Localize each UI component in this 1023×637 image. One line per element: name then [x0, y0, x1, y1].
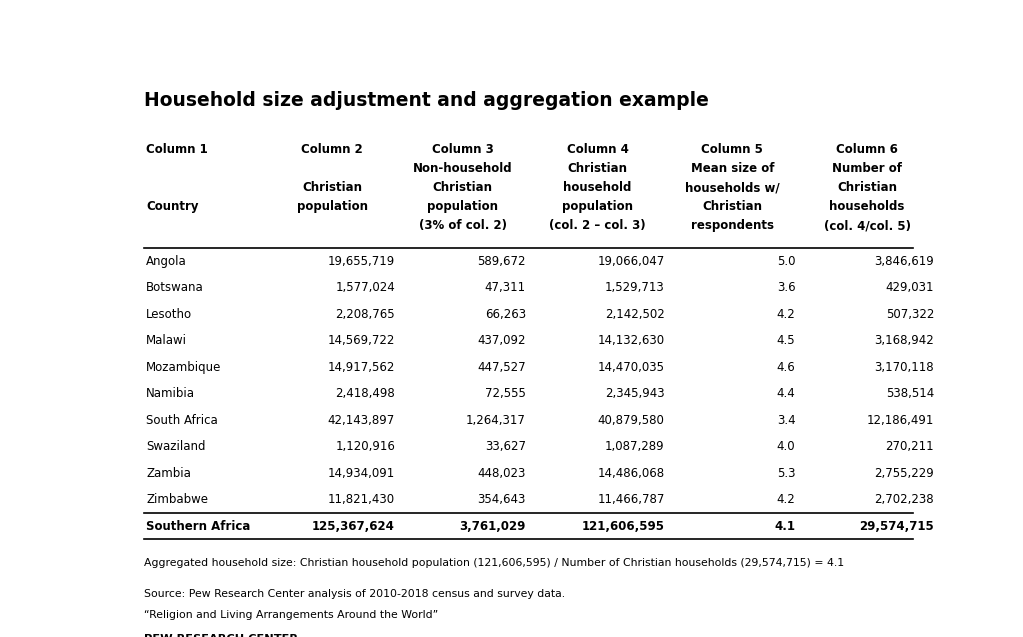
Text: 447,527: 447,527	[478, 361, 526, 374]
Text: 270,211: 270,211	[886, 440, 934, 454]
Text: 4.6: 4.6	[776, 361, 796, 374]
Text: Southern Africa: Southern Africa	[146, 520, 251, 533]
Text: Zambia: Zambia	[146, 467, 191, 480]
Text: 1,577,024: 1,577,024	[336, 282, 395, 294]
Text: Namibia: Namibia	[146, 387, 195, 400]
Text: 4.4: 4.4	[776, 387, 796, 400]
Text: Non-household: Non-household	[413, 162, 513, 175]
Text: 4.2: 4.2	[776, 493, 796, 506]
Text: Column 3: Column 3	[432, 143, 494, 155]
Text: Christian: Christian	[302, 181, 362, 194]
Text: Column 5: Column 5	[702, 143, 763, 155]
Text: 14,132,630: 14,132,630	[597, 334, 665, 347]
Text: Lesotho: Lesotho	[146, 308, 192, 321]
Text: 4.2: 4.2	[776, 308, 796, 321]
Text: 3.4: 3.4	[776, 414, 796, 427]
Text: Christian: Christian	[568, 162, 628, 175]
Text: 538,514: 538,514	[886, 387, 934, 400]
Text: Botswana: Botswana	[146, 282, 204, 294]
Text: 66,263: 66,263	[485, 308, 526, 321]
Text: 2,345,943: 2,345,943	[605, 387, 665, 400]
Text: Country: Country	[146, 200, 198, 213]
Text: Angola: Angola	[146, 255, 187, 268]
Text: 3,761,029: 3,761,029	[459, 520, 526, 533]
Text: 3,846,619: 3,846,619	[875, 255, 934, 268]
Text: Christian: Christian	[703, 200, 762, 213]
Text: 12,186,491: 12,186,491	[866, 414, 934, 427]
Text: respondents: respondents	[691, 219, 774, 233]
Text: household: household	[564, 181, 632, 194]
Text: Christian: Christian	[433, 181, 493, 194]
Text: Mozambique: Mozambique	[146, 361, 222, 374]
Text: population: population	[297, 200, 367, 213]
Text: 125,367,624: 125,367,624	[312, 520, 395, 533]
Text: Mean size of: Mean size of	[691, 162, 774, 175]
Text: households w/: households w/	[685, 181, 780, 194]
Text: 11,821,430: 11,821,430	[328, 493, 395, 506]
Text: 29,574,715: 29,574,715	[859, 520, 934, 533]
Text: 507,322: 507,322	[886, 308, 934, 321]
Text: 47,311: 47,311	[485, 282, 526, 294]
Text: 5.3: 5.3	[776, 467, 796, 480]
Text: 1,087,289: 1,087,289	[605, 440, 665, 454]
Text: (3% of col. 2): (3% of col. 2)	[418, 219, 506, 233]
Text: 3,168,942: 3,168,942	[875, 334, 934, 347]
Text: (col. 2 – col. 3): (col. 2 – col. 3)	[549, 219, 646, 233]
Text: Malawi: Malawi	[146, 334, 187, 347]
Text: 1,529,713: 1,529,713	[605, 282, 665, 294]
Text: 11,466,787: 11,466,787	[597, 493, 665, 506]
Text: 3.6: 3.6	[776, 282, 796, 294]
Text: 3,170,118: 3,170,118	[875, 361, 934, 374]
Text: 5.0: 5.0	[776, 255, 796, 268]
Text: 437,092: 437,092	[478, 334, 526, 347]
Text: Column 4: Column 4	[567, 143, 628, 155]
Text: (col. 4/col. 5): (col. 4/col. 5)	[824, 219, 910, 233]
Text: 14,470,035: 14,470,035	[597, 361, 665, 374]
Text: “Religion and Living Arrangements Around the World”: “Religion and Living Arrangements Around…	[143, 610, 438, 620]
Text: 2,702,238: 2,702,238	[875, 493, 934, 506]
Text: 1,120,916: 1,120,916	[336, 440, 395, 454]
Text: Column 2: Column 2	[301, 143, 363, 155]
Text: 4.0: 4.0	[776, 440, 796, 454]
Text: Swaziland: Swaziland	[146, 440, 206, 454]
Text: 429,031: 429,031	[886, 282, 934, 294]
Text: 14,569,722: 14,569,722	[327, 334, 395, 347]
Text: 14,917,562: 14,917,562	[327, 361, 395, 374]
Text: 121,606,595: 121,606,595	[582, 520, 665, 533]
Text: 40,879,580: 40,879,580	[597, 414, 665, 427]
Text: population: population	[562, 200, 633, 213]
Text: PEW RESEARCH CENTER: PEW RESEARCH CENTER	[143, 634, 298, 637]
Text: 33,627: 33,627	[485, 440, 526, 454]
Text: 2,208,765: 2,208,765	[336, 308, 395, 321]
Text: Number of: Number of	[832, 162, 902, 175]
Text: 19,655,719: 19,655,719	[327, 255, 395, 268]
Text: households: households	[830, 200, 905, 213]
Text: 42,143,897: 42,143,897	[327, 414, 395, 427]
Text: 2,418,498: 2,418,498	[336, 387, 395, 400]
Text: 72,555: 72,555	[485, 387, 526, 400]
Text: Household size adjustment and aggregation example: Household size adjustment and aggregatio…	[143, 91, 709, 110]
Text: Source: Pew Research Center analysis of 2010-2018 census and survey data.: Source: Pew Research Center analysis of …	[143, 589, 565, 599]
Text: 354,643: 354,643	[478, 493, 526, 506]
Text: Aggregated household size: Christian household population (121,606,595) / Number: Aggregated household size: Christian hou…	[143, 558, 844, 568]
Text: 2,142,502: 2,142,502	[605, 308, 665, 321]
Text: population: population	[428, 200, 498, 213]
Text: 4.5: 4.5	[776, 334, 796, 347]
Text: 14,486,068: 14,486,068	[597, 467, 665, 480]
Text: Zimbabwe: Zimbabwe	[146, 493, 208, 506]
Text: Column 1: Column 1	[146, 143, 208, 155]
Text: 19,066,047: 19,066,047	[597, 255, 665, 268]
Text: 589,672: 589,672	[478, 255, 526, 268]
Text: 448,023: 448,023	[478, 467, 526, 480]
Text: Christian: Christian	[837, 181, 897, 194]
Text: South Africa: South Africa	[146, 414, 218, 427]
Text: 2,755,229: 2,755,229	[875, 467, 934, 480]
Text: 14,934,091: 14,934,091	[327, 467, 395, 480]
Text: 4.1: 4.1	[774, 520, 796, 533]
Text: 1,264,317: 1,264,317	[466, 414, 526, 427]
Text: Column 6: Column 6	[836, 143, 898, 155]
